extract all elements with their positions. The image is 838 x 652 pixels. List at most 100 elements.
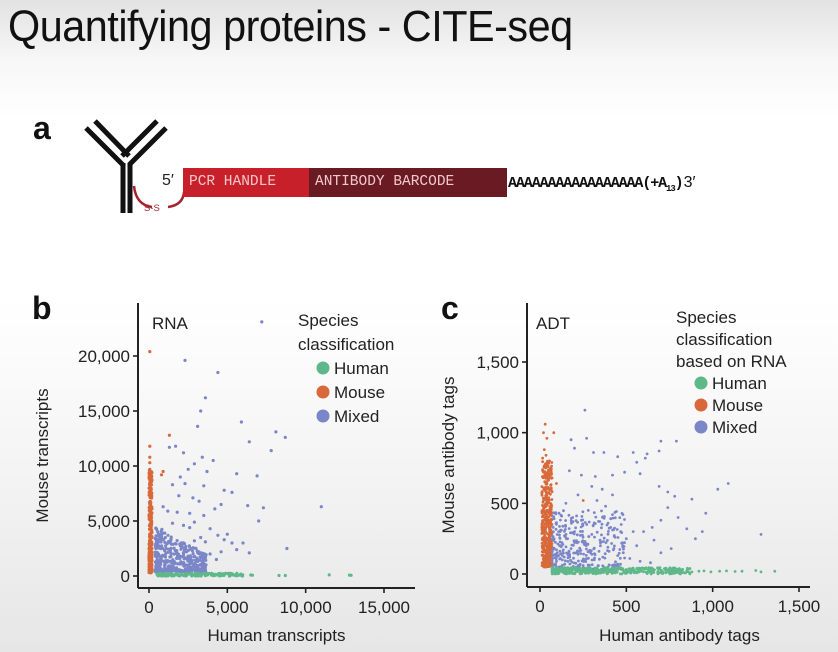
mixed-cell-point [567, 527, 571, 530]
mixed-cell-point [550, 557, 554, 561]
mouse-cell-point [148, 547, 152, 552]
human-cell-point [586, 566, 590, 570]
mouse-cell-point [148, 563, 152, 567]
human-cell-point [213, 572, 217, 577]
mouse-cell-point [540, 490, 544, 493]
human-cell-point [586, 570, 590, 574]
human-cell-point [629, 569, 632, 573]
mixed-cell-point [163, 540, 167, 545]
human-cell-point [666, 568, 669, 572]
mouse-data-point [546, 465, 550, 468]
mouse-cell-point [541, 460, 544, 464]
mixed-cell-point [552, 515, 555, 519]
mixed-cell-point [551, 534, 554, 538]
mixed-cell-point [569, 558, 572, 562]
mixed-cell-point [169, 567, 174, 571]
mixed-cell-point [581, 510, 585, 514]
mixed-data-point [174, 444, 178, 448]
mixed-cell-point [558, 525, 561, 528]
mixed-data-point [274, 430, 278, 434]
human-cell-point [684, 571, 688, 575]
mixed-cell-point [603, 556, 607, 560]
mixed-cell-point [175, 539, 179, 543]
mixed-cell-point [550, 550, 554, 554]
mouse-cell-point [549, 472, 553, 476]
mixed-data-point [628, 557, 632, 560]
human-data-point [250, 573, 254, 577]
mixed-data-point [555, 551, 559, 555]
mixed-data-point [700, 530, 704, 533]
mixed-cell-point [579, 525, 583, 529]
mixed-data-point [590, 533, 594, 536]
human-data-point [697, 569, 701, 573]
human-cell-point [210, 572, 214, 576]
mixed-cell-point [612, 563, 615, 567]
mouse-cell-point [549, 524, 553, 527]
legend-marker-mouse [316, 385, 330, 399]
mouse-data-point [148, 455, 152, 459]
panel-a-letter: a [33, 110, 51, 146]
mixed-cell-point [616, 564, 620, 568]
mixed-data-point [197, 499, 201, 503]
mixed-data-point [208, 527, 212, 531]
five-prime-label: 5′ [162, 172, 174, 189]
mixed-cell-point [600, 526, 603, 530]
mouse-cell-point [148, 543, 152, 547]
mouse-data-point [542, 431, 545, 435]
legend-title: Species [298, 311, 358, 330]
mixed-data-point [616, 455, 620, 459]
mixed-cell-point [575, 541, 579, 545]
mixed-data-point [161, 531, 165, 535]
mouse-cell-point [550, 461, 554, 464]
mouse-data-point [148, 476, 152, 480]
mixed-data-point [216, 370, 220, 375]
human-cell-point [240, 574, 244, 578]
legend-label-mouse: Mouse [712, 396, 763, 415]
mixed-data-point [188, 560, 192, 564]
human-cell-point [637, 569, 641, 572]
mixed-cell-point [192, 555, 196, 559]
mixed-data-point [657, 449, 661, 453]
mixed-cell-point [551, 553, 555, 557]
series-human [222, 573, 353, 578]
mixed-data-point [676, 516, 680, 519]
mouse-cell-point [549, 545, 552, 549]
human-cell-point [622, 570, 625, 574]
mouse-data-point [148, 461, 152, 465]
mixed-data-point [269, 449, 273, 453]
mixed-cell-point [575, 533, 579, 537]
mixed-cell-point [600, 533, 603, 537]
mouse-data-point [552, 431, 556, 435]
mixed-data-point [219, 550, 223, 554]
human-data-point [228, 573, 233, 577]
mixed-data-point [199, 409, 203, 413]
human-cell-point [644, 567, 647, 570]
mixed-cell-point [166, 533, 170, 537]
mixed-cell-point [607, 530, 610, 533]
slide-title: Quantifying proteins - CITE-seq [8, 2, 573, 51]
mixed-data-point [169, 538, 173, 542]
x-axis-label: Human transcripts [208, 626, 346, 645]
mouse-cell-point [549, 540, 553, 544]
mouse-cell-point [548, 553, 552, 557]
mixed-cell-point [605, 523, 609, 527]
mixed-cell-point [618, 556, 622, 560]
mixed-cell-point [566, 556, 570, 560]
mouse-cell-point [148, 527, 152, 531]
mixed-data-point [200, 455, 204, 459]
human-data-point [222, 573, 226, 577]
mixed-cell-point [191, 552, 195, 556]
mixed-cell-point [561, 524, 565, 528]
legend-marker-mixed [694, 420, 708, 434]
mouse-cell-point [547, 515, 551, 519]
antibody-barcode-segment: ANTIBODY BARCODE [309, 168, 507, 197]
mixed-data-point [188, 511, 192, 515]
mixed-cell-point [581, 522, 585, 526]
mixed-cell-point [558, 533, 561, 537]
mixed-cell-point [581, 530, 584, 533]
mixed-cell-point [623, 541, 626, 545]
mixed-cell-point [156, 534, 161, 538]
mixed-data-point [239, 420, 243, 424]
mixed-data-point [261, 506, 265, 510]
